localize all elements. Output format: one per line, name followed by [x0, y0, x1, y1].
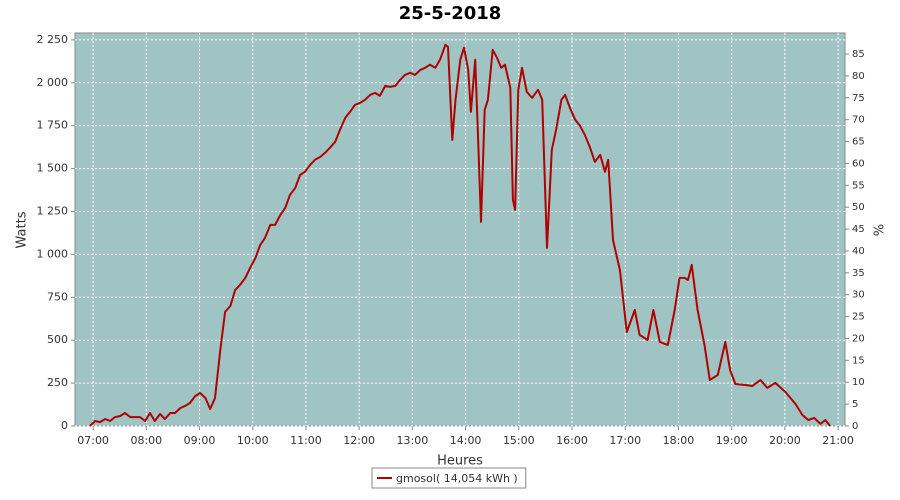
plot-area — [74, 32, 846, 427]
y-tick-label: 0 — [61, 419, 68, 432]
legend-label: gmosol( 14,054 kWh ) — [396, 472, 518, 485]
y2-tick-label: 60 — [852, 158, 865, 169]
y2-tick-label: 25 — [852, 312, 865, 323]
x-tick-label: 20:00 — [769, 434, 801, 447]
y2-tick-label: 50 — [852, 202, 865, 213]
y-tick-label: 1 000 — [37, 247, 69, 260]
chart-title: 25-5-2018 — [399, 3, 502, 24]
y-tick-label: 750 — [47, 290, 68, 303]
y2-tick-label: 0 — [852, 421, 858, 432]
x-tick-label: 14:00 — [450, 434, 482, 447]
y-tick-label: 1 500 — [37, 162, 69, 175]
x-tick-label: 18:00 — [663, 434, 695, 447]
y2-tick-label: 10 — [852, 377, 865, 388]
x-tick-label: 16:00 — [556, 434, 588, 447]
x-tick-label: 17:00 — [609, 434, 641, 447]
x-tick-label: 09:00 — [184, 434, 216, 447]
x-tick-label: 07:00 — [77, 434, 109, 447]
x-tick-label: 21:00 — [822, 434, 854, 447]
x-axis-label: Heures — [437, 454, 483, 469]
y2-tick-label: 40 — [852, 246, 865, 257]
y2-tick-label: 45 — [852, 224, 865, 235]
x-tick-label: 11:00 — [290, 434, 322, 447]
x-tick-label: 12:00 — [343, 434, 375, 447]
y2-tick-label: 85 — [852, 49, 865, 60]
legend-box — [371, 467, 527, 489]
y-tick-label: 500 — [47, 333, 68, 346]
x-tick-label: 08:00 — [130, 434, 162, 447]
y2-tick-label: 55 — [852, 180, 865, 191]
y2-tick-label: 80 — [852, 71, 865, 82]
data-line — [89, 43, 831, 427]
x-tick-label: 15:00 — [503, 434, 535, 447]
y-tick-label: 2 250 — [37, 33, 69, 46]
y2-tick-label: 5 — [852, 399, 858, 410]
y-tick-label: 2 000 — [37, 76, 69, 89]
y2-tick-label: 70 — [852, 115, 865, 126]
y2-tick-label: 15 — [852, 355, 865, 366]
y2-axis-label: % — [873, 224, 888, 236]
y2-tick-label: 65 — [852, 137, 865, 148]
y-tick-label: 250 — [47, 376, 68, 389]
y2-tick-label: 30 — [852, 290, 865, 301]
x-tick-label: 10:00 — [237, 434, 269, 447]
y-axis-label: Watts — [15, 211, 30, 248]
y-tick-label: 1 250 — [37, 204, 69, 217]
x-tick-label: 19:00 — [716, 434, 748, 447]
y2-tick-label: 20 — [852, 333, 865, 344]
y-tick-label: 1 750 — [37, 119, 69, 132]
x-tick-label: 13:00 — [397, 434, 429, 447]
y2-tick-label: 35 — [852, 268, 865, 279]
y2-tick-label: 75 — [852, 93, 865, 104]
